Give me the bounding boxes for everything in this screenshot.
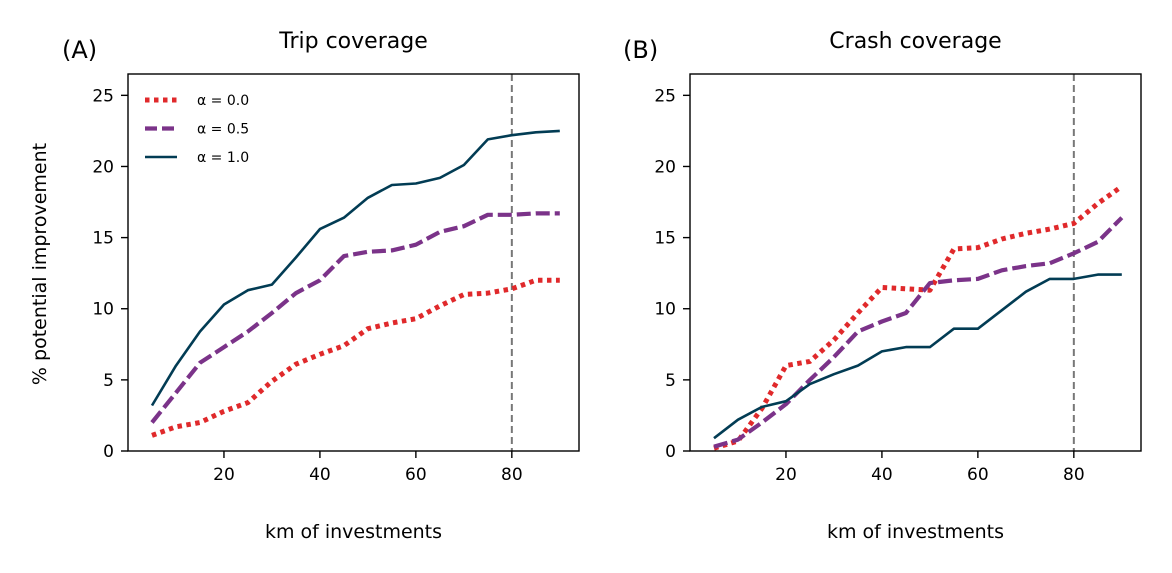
axes-frame-b <box>689 73 1142 452</box>
panel-trip-coverage: (A) Trip coverage km of investments % po… <box>29 29 580 543</box>
x-tick-label-a-1: 40 <box>309 465 331 485</box>
y-axis-label-a: % potential improvement <box>29 143 51 385</box>
x-axis-label-b: km of investments <box>827 521 1004 543</box>
x-tick-label-a-2: 60 <box>405 465 427 485</box>
x-tick-label-b-0: 20 <box>775 465 797 485</box>
y-tick-label-b-1: 5 <box>665 371 676 391</box>
y-tick-label-a-1: 5 <box>103 371 114 391</box>
x-tick-label-b-3: 80 <box>1063 465 1085 485</box>
y-tick-label-a-2: 10 <box>92 300 114 320</box>
y-tick-label-a-5: 25 <box>92 86 114 106</box>
panel-label-a: (A) <box>62 36 97 64</box>
y-tick-label-b-5: 25 <box>654 86 676 106</box>
axes-frame-a <box>127 73 580 452</box>
legend-label-2: α = 1.0 <box>197 150 249 166</box>
legend: α = 0.0 α = 0.5 α = 1.0 <box>145 93 249 166</box>
series-line-b-0 <box>713 184 1124 451</box>
y-tick-label-b-0: 0 <box>665 442 676 462</box>
x-axis-label-a: km of investments <box>265 521 442 543</box>
series-line-a-2 <box>150 129 560 407</box>
chart-title-crash-coverage: Crash coverage <box>829 29 1001 54</box>
series-line-b-2 <box>713 273 1122 440</box>
plot-area-a: 20 40 60 80 0 5 10 15 20 25 α = 0.0 α = 0.5 α = 1.0 <box>92 73 580 485</box>
plot-area-b: 20 40 60 80 0 5 10 15 20 25 <box>654 73 1142 485</box>
series-line-a-1 <box>150 211 560 424</box>
panel-label-b: (B) <box>623 36 658 64</box>
legend-label-1: α = 0.5 <box>197 122 249 138</box>
series-line-b-1 <box>713 216 1124 449</box>
y-tick-label-b-2: 10 <box>654 300 676 320</box>
panel-crash-coverage: (B) Crash coverage km of investments 20 4… <box>623 29 1142 543</box>
y-tick-label-a-4: 20 <box>92 157 114 177</box>
y-tick-label-a-3: 15 <box>92 229 114 249</box>
x-tick-label-a-3: 80 <box>501 465 523 485</box>
chart-title-trip-coverage: Trip coverage <box>278 29 427 54</box>
y-tick-label-b-3: 15 <box>654 229 676 249</box>
x-tick-label-b-1: 40 <box>871 465 893 485</box>
y-tick-label-b-4: 20 <box>654 157 676 177</box>
y-tick-label-a-0: 0 <box>103 442 114 462</box>
legend-label-0: α = 0.0 <box>197 93 249 109</box>
series-line-a-0 <box>151 277 560 438</box>
x-tick-label-b-2: 60 <box>967 465 989 485</box>
x-tick-label-a-0: 20 <box>213 465 235 485</box>
